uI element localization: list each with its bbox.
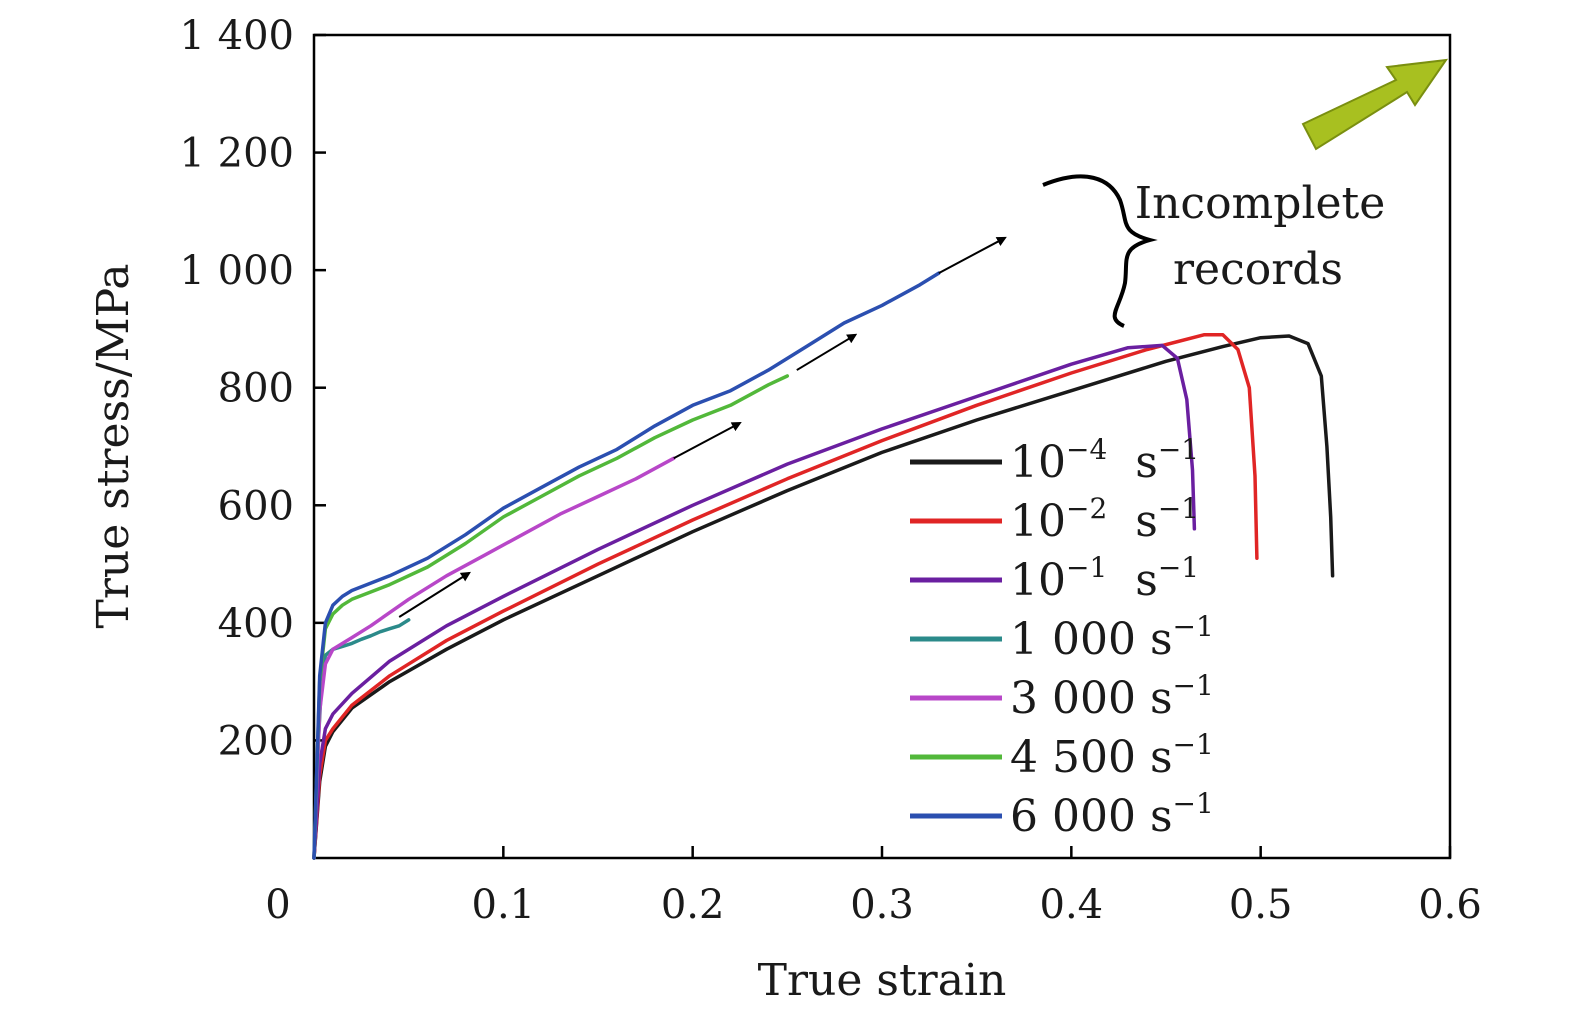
annotation-line-1: Incomplete (1135, 178, 1386, 229)
x-tick-label: 0.3 (850, 882, 914, 928)
series-line-2 (312, 343, 1197, 860)
x-axis-ticks: 0 0.1 0.2 0.3 0.4 0.5 0.6 (265, 846, 1482, 928)
x-axis-title: True strain (758, 955, 1007, 1006)
series-line-5 (312, 374, 790, 860)
continuation-arrow (398, 571, 471, 618)
y-tick-label: 600 (218, 483, 294, 529)
y-axis-title: True stress/MPa (88, 264, 139, 629)
legend-label: 1 000 s−1 (1010, 610, 1214, 665)
legend-label: 3 000 s−1 (1010, 669, 1214, 724)
curly-brace (1042, 174, 1158, 328)
y-tick-label: 1 400 (179, 13, 294, 59)
legend-label: 6 000 s−1 (1010, 787, 1214, 842)
continuation-arrows (398, 236, 1007, 618)
series-line-6 (312, 271, 941, 860)
y-axis-ticks: 200 400 600 800 1 000 1 200 1 400 (179, 13, 326, 764)
annotation-line-2: records (1173, 244, 1343, 295)
x-tick-label: 0.1 (472, 882, 536, 928)
x-tick-label: 0.6 (1418, 882, 1482, 928)
series-line-0 (312, 334, 1335, 860)
data-series (312, 271, 1335, 860)
series-line-4 (312, 456, 676, 860)
x-tick-label: 0 (265, 882, 290, 928)
legend-label: 10−4 s−1 (1010, 433, 1199, 488)
legend-label: 4 500 s−1 (1010, 728, 1214, 783)
x-tick-label: 0.5 (1229, 882, 1293, 928)
plot-frame (312, 33, 1452, 860)
y-tick-label: 1 200 (179, 131, 294, 177)
legend-label: 10−2 s−1 (1010, 492, 1199, 547)
legend: 10−4 s−110−2 s−110−1 s−11 000 s−13 000 s… (910, 433, 1214, 842)
continuation-arrow (938, 236, 1007, 274)
series-line-1 (312, 333, 1259, 860)
x-tick-label: 0.2 (661, 882, 725, 928)
y-tick-label: 1 000 (179, 248, 294, 294)
continuation-arrow (796, 333, 858, 371)
highlight-arrow (1301, 58, 1449, 151)
y-tick-label: 800 (218, 366, 294, 412)
continuation-arrow (673, 422, 742, 460)
y-tick-label: 400 (218, 601, 294, 647)
y-tick-label: 200 (218, 718, 294, 764)
legend-label: 10−1 s−1 (1010, 551, 1199, 606)
x-tick-label: 0.4 (1040, 882, 1104, 928)
